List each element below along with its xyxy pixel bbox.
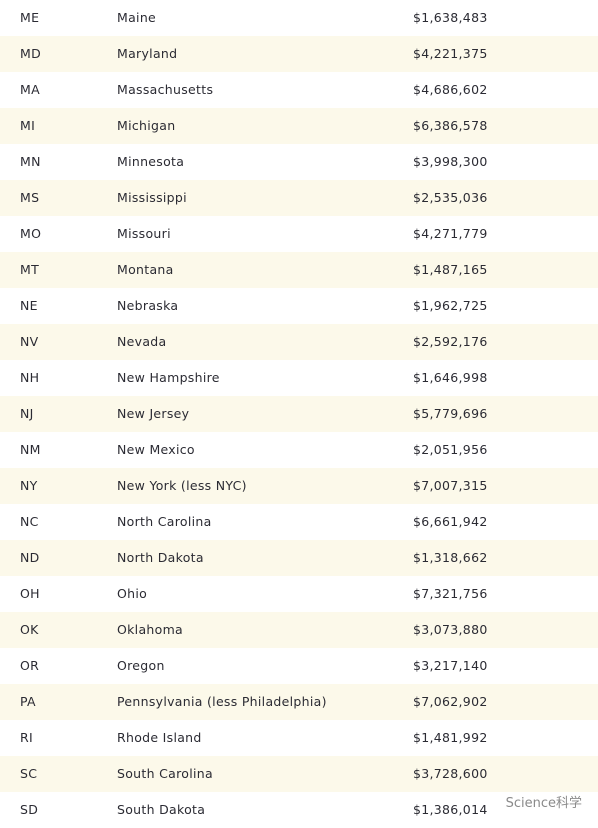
table-row: MD Maryland $4,221,375 [0, 36, 598, 72]
table-row: OK Oklahoma $3,073,880 [0, 612, 598, 648]
state-code: ND [20, 550, 40, 565]
state-name: Massachusetts [117, 82, 214, 97]
table-row: NY New York (less NYC) $7,007,315 [0, 468, 598, 504]
state-code: NY [20, 478, 38, 493]
watermark: Science科学 [503, 792, 584, 811]
state-name: New York (less NYC) [117, 478, 247, 493]
state-name: New Hampshire [117, 370, 220, 385]
amount: $3,728,600 [413, 766, 488, 781]
state-name: Oregon [117, 658, 165, 673]
amount: $1,318,662 [413, 550, 488, 565]
state-code: MS [20, 190, 40, 205]
table-row: ND North Dakota $1,318,662 [0, 540, 598, 576]
table-row: MN Minnesota $3,998,300 [0, 144, 598, 180]
table-row: NV Nevada $2,592,176 [0, 324, 598, 360]
table-row: MS Mississippi $2,535,036 [0, 180, 598, 216]
state-name: Oklahoma [117, 622, 184, 637]
state-code: NC [20, 514, 39, 529]
state-code: MA [20, 82, 40, 97]
state-code: NV [20, 334, 39, 349]
amount: $1,487,165 [413, 262, 488, 277]
state-code: NJ [20, 406, 34, 421]
amount: $5,779,696 [413, 406, 488, 421]
state-name: North Carolina [117, 514, 212, 529]
state-code: MO [20, 226, 42, 241]
table-row: NE Nebraska $1,962,725 [0, 288, 598, 324]
amount: $1,962,725 [413, 298, 488, 313]
state-code: PA [20, 694, 36, 709]
amount: $3,217,140 [413, 658, 488, 673]
state-code: OH [20, 586, 40, 601]
table-row: SC South Carolina $3,728,600 [0, 756, 598, 792]
table-row: PA Pennsylvania (less Philadelphia) $7,062… [0, 684, 598, 720]
amount: $2,535,036 [413, 190, 488, 205]
amount: $3,073,880 [413, 622, 488, 637]
state-name: Ohio [117, 586, 148, 601]
table-row: MI Michigan $6,386,578 [0, 108, 598, 144]
amount: $2,051,956 [413, 442, 488, 457]
amount: $1,646,998 [413, 370, 488, 385]
table-row: NJ New Jersey $5,779,696 [0, 396, 598, 432]
amount: $6,661,942 [413, 514, 488, 529]
state-name: North Dakota [117, 550, 204, 565]
state-name: New Mexico [117, 442, 195, 457]
table-row: NM New Mexico $2,051,956 [0, 432, 598, 468]
amount: $4,686,602 [413, 82, 488, 97]
amount: $1,638,483 [413, 10, 488, 25]
state-code: MT [20, 262, 40, 277]
amount: $4,221,375 [413, 46, 488, 61]
state-code: RI [20, 730, 33, 745]
state-code: SD [20, 802, 39, 817]
amount: $2,592,176 [413, 334, 488, 349]
amount: $7,007,315 [413, 478, 488, 493]
table-row: ME Maine $1,638,483 [0, 0, 598, 36]
amount: $4,271,779 [413, 226, 488, 241]
table-row: NH New Hampshire $1,646,998 [0, 360, 598, 396]
state-name: Rhode Island [117, 730, 202, 745]
state-name: Missouri [117, 226, 171, 241]
amount: $6,386,578 [413, 118, 488, 133]
table-row: MO Missouri $4,271,779 [0, 216, 598, 252]
state-code: MD [20, 46, 42, 61]
state-code: ME [20, 10, 40, 25]
table-row: SD South Dakota $1,386,014 [0, 792, 598, 828]
table-row: OR Oregon $3,217,140 [0, 648, 598, 684]
table-row: OH Ohio $7,321,756 [0, 576, 598, 612]
state-code: MN [20, 154, 41, 169]
state-name: New Jersey [117, 406, 190, 421]
state-name: Pennsylvania (less Philadelphia) [117, 694, 327, 709]
amount: $7,321,756 [413, 586, 488, 601]
state-name: Mississippi [117, 190, 187, 205]
state-name: Michigan [117, 118, 176, 133]
state-code: NH [20, 370, 40, 385]
state-name: Montana [117, 262, 174, 277]
table-row: MT Montana $1,487,165 [0, 252, 598, 288]
table-row: MA Massachusetts $4,686,602 [0, 72, 598, 108]
state-name: Nebraska [117, 298, 179, 313]
table-row: NC North Carolina $6,661,942 [0, 504, 598, 540]
state-code: MI [20, 118, 36, 133]
state-code: NE [20, 298, 38, 313]
state-name: Maryland [117, 46, 178, 61]
state-code: OK [20, 622, 39, 637]
amount: $1,481,992 [413, 730, 488, 745]
amount: $3,998,300 [413, 154, 488, 169]
state-name: South Dakota [117, 802, 206, 817]
state-code: OR [20, 658, 40, 673]
amount: $1,386,014 [413, 802, 488, 817]
amount: $7,062,902 [413, 694, 488, 709]
state-name: Minnesota [117, 154, 185, 169]
state-name: Maine [117, 10, 157, 25]
state-name: South Carolina [117, 766, 213, 781]
state-code: NM [20, 442, 41, 457]
state-name: Nevada [117, 334, 167, 349]
table-row: RI Rhode Island $1,481,992 [0, 720, 598, 756]
state-code: SC [20, 766, 38, 781]
